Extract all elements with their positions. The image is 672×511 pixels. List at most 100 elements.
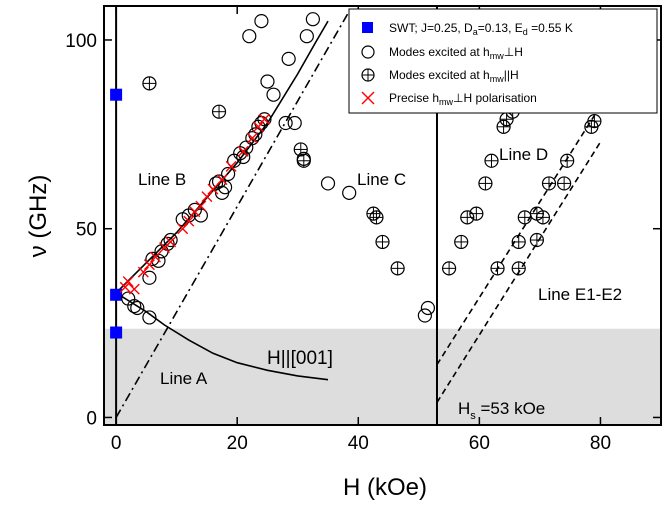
x-stroke-b <box>216 174 228 186</box>
data-point-perp <box>257 112 272 127</box>
x-stroke-b <box>246 132 258 144</box>
data-point-perp <box>254 13 269 29</box>
y-tick-label: 100 <box>65 31 97 52</box>
data-point-perp <box>287 115 302 131</box>
data-point-parallel <box>541 176 557 191</box>
data-point-parallel <box>529 232 544 248</box>
data-point-perp <box>266 87 281 102</box>
data-point-parallel <box>366 206 381 221</box>
data-point-precise <box>252 121 264 133</box>
data-point-precise <box>137 266 149 278</box>
data-point-parallel <box>490 261 505 276</box>
data-point-precise <box>195 200 207 212</box>
x-tick-label: 80 <box>590 433 611 454</box>
data-point-parallel <box>469 206 484 221</box>
data-point-perp <box>217 180 233 195</box>
data-point-parallel <box>478 176 493 191</box>
data-point-swt <box>110 88 123 101</box>
data-point-parallel <box>390 261 405 276</box>
x-stroke-b <box>195 200 207 212</box>
data-point-parallel <box>517 210 532 225</box>
data-point-precise <box>122 276 134 288</box>
x-tick-label: 60 <box>469 433 490 454</box>
x-stroke-b <box>225 160 237 172</box>
data-point-perp <box>260 74 275 89</box>
data-point-precise <box>149 251 161 263</box>
data-point-precise <box>201 191 213 203</box>
data-point-perp <box>420 300 436 316</box>
data-point-swt <box>110 288 123 301</box>
legend-label-parallel: Modes excited at hmw||H <box>389 68 519 84</box>
x-tick-label: 40 <box>348 433 369 454</box>
data-point-parallel <box>496 119 511 134</box>
legend-box <box>348 8 658 114</box>
data-point-perp <box>221 166 236 182</box>
x-tick-label: 0 <box>111 433 122 454</box>
x-stroke-b <box>149 251 161 263</box>
data-point-parallel <box>535 210 551 225</box>
annotation-line-c: Line C <box>357 170 406 189</box>
x-stroke-b <box>201 191 213 203</box>
legend-label-precise: Precise hmw⊥H polarisation <box>389 91 537 107</box>
x-stroke-b <box>183 215 195 227</box>
x-stroke-b <box>143 259 155 271</box>
legend-label-swt: SWT; J=0.25, Da=0.13, Ed =0.55 K <box>389 21 573 37</box>
data-point-parallel <box>511 234 526 250</box>
data-point-parallel <box>587 114 602 129</box>
data-point-precise <box>177 223 189 235</box>
data-point-perp <box>305 12 320 27</box>
data-point-parallel <box>454 234 469 250</box>
data-point-perp <box>278 115 293 131</box>
data-point-perp <box>163 232 178 248</box>
legend-label-perp: Modes excited at hmw⊥H <box>389 45 523 61</box>
data-point-parallel <box>211 104 227 119</box>
annotation-line-d: Line D <box>499 145 548 164</box>
data-point-parallel <box>369 210 384 225</box>
data-point-precise <box>143 259 155 271</box>
data-point-parallel <box>441 261 457 276</box>
data-point-parallel <box>142 76 157 91</box>
theory-line <box>436 115 596 366</box>
data-point-parallel <box>375 234 390 250</box>
data-point-perp <box>417 308 432 323</box>
theory-line <box>115 292 329 381</box>
y-tick-label: 50 <box>76 220 97 241</box>
data-point-precise <box>258 113 270 125</box>
theory-line <box>115 6 353 418</box>
annotation-field-direction: H||[001] <box>267 348 333 369</box>
data-point-perp <box>245 131 260 146</box>
data-point-perp <box>193 208 208 223</box>
x-axis-label: H (kOe) <box>343 474 427 501</box>
data-point-perp <box>342 185 357 200</box>
data-point-parallel <box>296 153 311 168</box>
legend-marker-perp <box>361 45 375 59</box>
data-point-perp <box>127 298 142 314</box>
data-point-perp <box>142 310 157 325</box>
data-point-perp <box>145 251 160 267</box>
plot-frame <box>103 5 662 426</box>
y-tick-label: 0 <box>86 408 97 429</box>
x-stroke-b <box>252 121 264 133</box>
data-point-perp <box>281 51 296 66</box>
legend-marker-parallel <box>361 68 375 82</box>
data-point-parallel <box>560 153 575 168</box>
data-point-swt <box>110 326 123 339</box>
x-stroke-b <box>165 236 177 248</box>
x-stroke-b <box>237 145 249 157</box>
legend-marker-precise <box>361 91 375 105</box>
data-point-perp <box>130 300 145 316</box>
data-point-parallel <box>460 210 475 225</box>
data-point-parallel <box>557 176 572 191</box>
data-point-precise <box>119 281 131 293</box>
data-point-precise <box>216 174 228 186</box>
data-point-precise <box>207 183 219 195</box>
annotation-line-a: Line A <box>160 369 208 388</box>
x-stroke-b <box>137 266 149 278</box>
data-point-precise <box>237 145 249 157</box>
x-stroke-b <box>207 183 219 195</box>
data-point-precise <box>183 215 195 227</box>
annotation-line-b: Line B <box>138 170 186 189</box>
data-point-precise <box>128 283 140 295</box>
